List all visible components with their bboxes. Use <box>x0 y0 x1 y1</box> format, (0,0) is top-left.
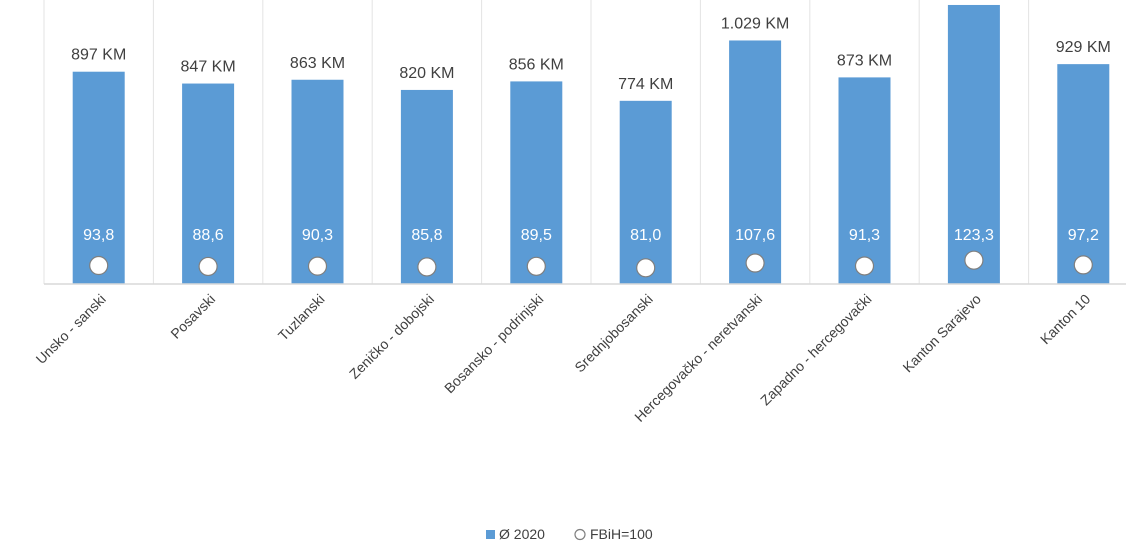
index-marker <box>964 250 984 270</box>
index-value-label: 85,8 <box>411 227 442 244</box>
bar <box>400 89 453 284</box>
x-tick-labels: Unsko - sanski Posavski Tuzlanski Zeničko -… <box>33 291 1094 425</box>
index-marker <box>89 255 109 276</box>
value-labels: 897 KM 847 KM 863 KM 820 KM 856 KM 774 KM 1.02… <box>71 15 1111 93</box>
bar <box>947 4 1000 284</box>
legend-swatch-marker <box>574 528 586 541</box>
bar-value-label: 1.029 KM <box>721 15 789 32</box>
x-tick-label: Tuzlanski <box>275 291 328 344</box>
x-tick-label: Zapadno - hercegovački <box>757 291 875 409</box>
index-value-label: 91,3 <box>849 227 880 244</box>
index-marker <box>636 258 656 278</box>
bar-value-label: 929 KM <box>1056 39 1111 56</box>
bar <box>291 79 344 284</box>
index-value-label: 90,3 <box>302 227 333 244</box>
legend-swatch-bar <box>486 530 495 539</box>
x-tick-label: Posavski <box>167 291 218 342</box>
index-value-label: 123,3 <box>954 227 994 244</box>
x-tick-label: Kanton 10 <box>1037 291 1094 348</box>
index-marker <box>198 256 218 277</box>
x-tick-label: Hercegovačko - neretvanski <box>631 291 765 425</box>
bar-value-label: 774 KM <box>618 76 673 93</box>
index-marker <box>417 257 437 277</box>
legend-label-marker: FBiH=100 <box>590 526 653 542</box>
bar-value-label: 897 KM <box>71 47 126 64</box>
bar <box>619 100 672 284</box>
index-labels: 93,8 88,6 90,3 85,8 89,5 81,0 107,6 91,3 123,3 97… <box>83 227 1099 244</box>
bar <box>729 40 782 284</box>
legend-label-bar: Ø 2020 <box>499 526 545 542</box>
bar-value-label: 863 KM <box>290 55 345 72</box>
index-marker <box>854 256 875 276</box>
bar <box>72 71 125 285</box>
index-marker <box>526 256 546 276</box>
index-value-label: 81,0 <box>630 227 661 244</box>
x-tick-label: Zeničko - dobojski <box>346 291 437 382</box>
x-tick-label: Srednjobosanski <box>571 291 656 376</box>
bar <box>182 83 235 284</box>
x-tick-label: Unsko - sanski <box>33 291 109 367</box>
bars <box>72 4 1110 285</box>
legend: Ø 2020 FBiH=100 <box>486 526 653 542</box>
index-value-label: 89,5 <box>521 227 552 244</box>
category-separators <box>43 0 1030 284</box>
bar <box>510 81 563 284</box>
x-tick-label: Kanton Sarajevo <box>900 291 985 376</box>
index-value-label: 93,8 <box>83 227 114 244</box>
index-value-label: 88,6 <box>193 227 224 244</box>
index-marker <box>307 256 328 276</box>
index-value-label: 97,2 <box>1068 227 1099 244</box>
bar-value-label: 856 KM <box>509 56 564 73</box>
bar <box>1057 64 1110 285</box>
bar <box>838 77 891 284</box>
index-value-label: 107,6 <box>735 227 775 244</box>
x-tick-label: Bosansko - podrinjski <box>441 291 546 396</box>
index-markers <box>89 250 1093 278</box>
bar-value-label: 820 KM <box>399 65 454 82</box>
bar-value-label: 873 KM <box>837 52 892 69</box>
index-marker <box>1073 255 1093 275</box>
bar-value-label: 847 KM <box>181 59 236 76</box>
index-marker <box>745 253 765 273</box>
